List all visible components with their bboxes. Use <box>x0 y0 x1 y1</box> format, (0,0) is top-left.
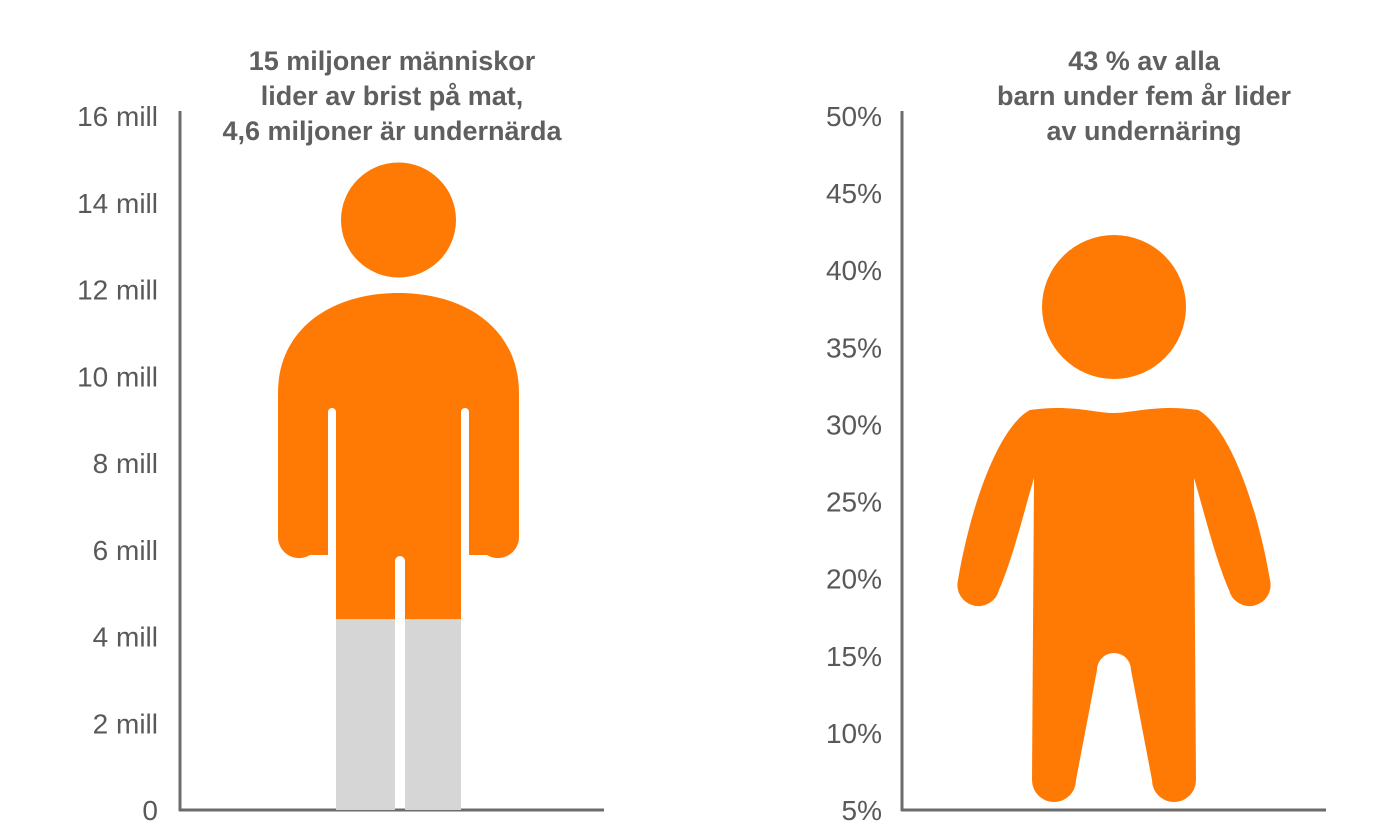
adult-person-icon <box>277 162 520 620</box>
y-tick-label: 4 mill <box>93 622 158 653</box>
child-chart: 5% 10% 15% 20% 25% 30% 35% 40% 45% 50% <box>826 101 1326 826</box>
title-line: 4,6 miljoner är undernärda <box>222 116 562 146</box>
y-tick-label: 6 mill <box>93 535 158 566</box>
y-tick-label: 2 mill <box>93 708 158 739</box>
y-tick-label: 16 mill <box>77 101 158 132</box>
adult-chart-title: 15 miljoner människor lider av brist på … <box>196 44 588 149</box>
y-tick-label: 15% <box>826 641 882 672</box>
y-tick-label: 35% <box>826 332 882 363</box>
y-tick-label: 50% <box>826 101 882 132</box>
y-tick-label: 45% <box>826 178 882 209</box>
y-tick-label: 12 mill <box>77 275 158 306</box>
child-chart-title: 43 % av alla barn under fem år lider av … <box>956 44 1332 149</box>
y-tick-label: 30% <box>826 409 882 440</box>
y-tick-label: 40% <box>826 255 882 286</box>
title-line: barn under fem år lider <box>996 81 1292 111</box>
y-tick-labels: 5% 10% 15% 20% 25% 30% 35% 40% 45% 50% <box>826 101 882 826</box>
title-line: av undernäring <box>1046 116 1242 146</box>
y-tick-label: 25% <box>826 487 882 518</box>
title-line: 15 miljoner människor <box>248 46 536 76</box>
y-tick-label: 0 <box>142 795 158 826</box>
child-chart-panel: 5% 10% 15% 20% 25% 30% 35% 40% 45% 50% 43 % av al… <box>700 0 1400 840</box>
adult-chart-panel: 0 2 mill 4 mill 6 mill 8 mill 10 mill 12 mill 1… <box>77 44 604 826</box>
y-tick-label: 5% <box>842 795 882 826</box>
y-tick-label: 8 mill <box>93 448 158 479</box>
y-tick-label: 14 mill <box>77 188 158 219</box>
title-line: 43 % av alla <box>1068 46 1220 76</box>
y-tick-label: 10% <box>826 718 882 749</box>
adult-chart: 0 2 mill 4 mill 6 mill 8 mill 10 mill 12 mill 1… <box>77 101 604 826</box>
title-line: lider av brist på mat, <box>260 81 524 111</box>
child-person-icon <box>957 235 1271 802</box>
y-tick-label: 20% <box>826 564 882 595</box>
y-tick-label: 10 mill <box>77 361 158 392</box>
y-tick-labels: 0 2 mill 4 mill 6 mill 8 mill 10 mill 12 mill 1… <box>77 101 158 826</box>
